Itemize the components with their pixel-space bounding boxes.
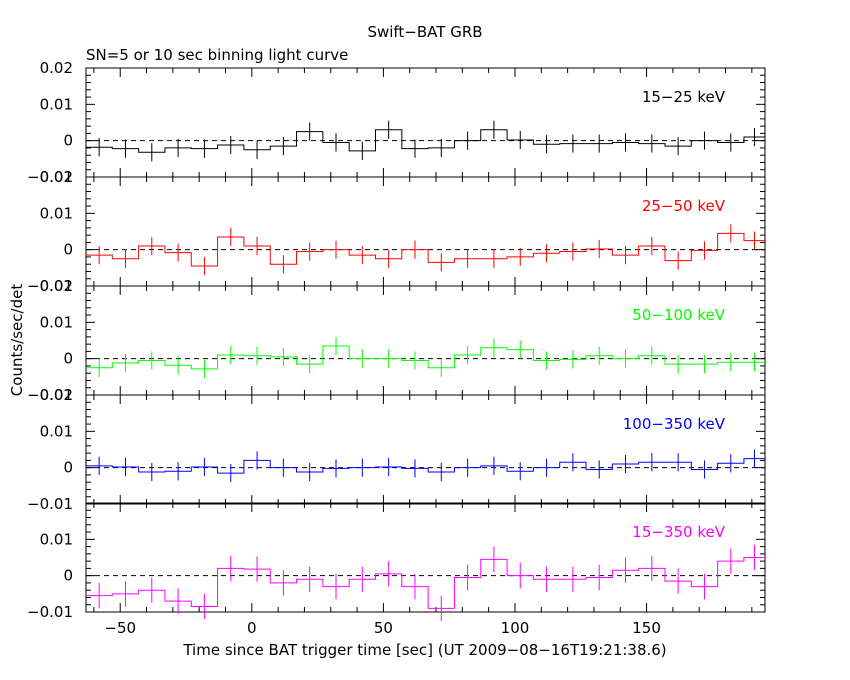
- panel-frame: [85, 67, 766, 178]
- y-tick-label: −0.01: [27, 603, 73, 621]
- light-curve-step: [86, 232, 765, 267]
- light-curve-step: [86, 458, 765, 474]
- y-tick-label: 0: [63, 241, 73, 259]
- y-tick-label: 0.01: [40, 313, 73, 331]
- y-tick-label: 0.02: [40, 277, 73, 295]
- y-tick-label: 0.01: [40, 530, 73, 548]
- panels-group: −0.01 0 0.01 0.02 15−25 keV −0.01 0 0.01 0.02 25−…: [27, 59, 766, 637]
- y-tick-label: 0.01: [40, 422, 73, 440]
- x-tick-labels: −50 0 50 100 150: [104, 619, 661, 637]
- y-tick-label: 0: [63, 459, 73, 477]
- y-tick-label: 0.02: [40, 168, 73, 186]
- y-tick-label: 0: [63, 350, 73, 368]
- y-tick-label: −0.01: [27, 277, 73, 295]
- x-tick-label: 0: [247, 619, 257, 637]
- y-tick-label: 0.02: [40, 59, 73, 77]
- panel-frame: [85, 394, 766, 505]
- chart-subtitle: SN=5 or 10 sec binning light curve: [86, 46, 348, 64]
- light-curve-step: [86, 345, 765, 370]
- y-tick-label: 0.01: [40, 95, 73, 113]
- energy-band-label: 25−50 keV: [642, 197, 726, 215]
- panel-2: −0.01 0 0.01 0.02 25−50 keV: [27, 168, 766, 295]
- light-curve-step: [86, 557, 765, 609]
- chart-title: Swift−BAT GRB: [367, 23, 482, 41]
- panel-frame: [85, 285, 766, 396]
- energy-band-label: 50−100 keV: [632, 306, 725, 324]
- y-tick-label: 0.02: [40, 386, 73, 404]
- panel-frame: [85, 502, 766, 613]
- y-axis-label: Counts/sec/det: [8, 284, 26, 397]
- x-tick-label: −50: [104, 619, 136, 637]
- energy-band-label: 100−350 keV: [623, 415, 726, 433]
- panel-3: −0.01 0 0.01 0.02 50−100 keV: [27, 277, 766, 404]
- x-axis-label: Time since BAT trigger time [sec] (UT 20…: [182, 641, 666, 659]
- x-tick-label: 50: [374, 619, 393, 637]
- y-tick-label: 0: [63, 567, 73, 585]
- y-tick-label: −0.01: [27, 386, 73, 404]
- y-tick-label: −0.01: [27, 168, 73, 186]
- panel-5: −0.01 0 0.01 15−350 keV: [27, 502, 766, 622]
- energy-band-label: 15−350 keV: [632, 523, 725, 541]
- y-tick-label: 0: [63, 132, 73, 150]
- panel-1: −0.01 0 0.01 0.02 15−25 keV: [27, 59, 766, 186]
- x-tick-label: 150: [632, 619, 661, 637]
- y-tick-label: 0.01: [40, 204, 73, 222]
- light-curve-step: [86, 129, 765, 153]
- x-tick-label: 100: [501, 619, 530, 637]
- panel-frame: [85, 176, 766, 287]
- panel-4: −0.01 0 0.01 0.02 100−350 keV: [27, 386, 766, 513]
- y-tick-label: −0.01: [27, 495, 73, 513]
- energy-band-label: 15−25 keV: [642, 88, 726, 106]
